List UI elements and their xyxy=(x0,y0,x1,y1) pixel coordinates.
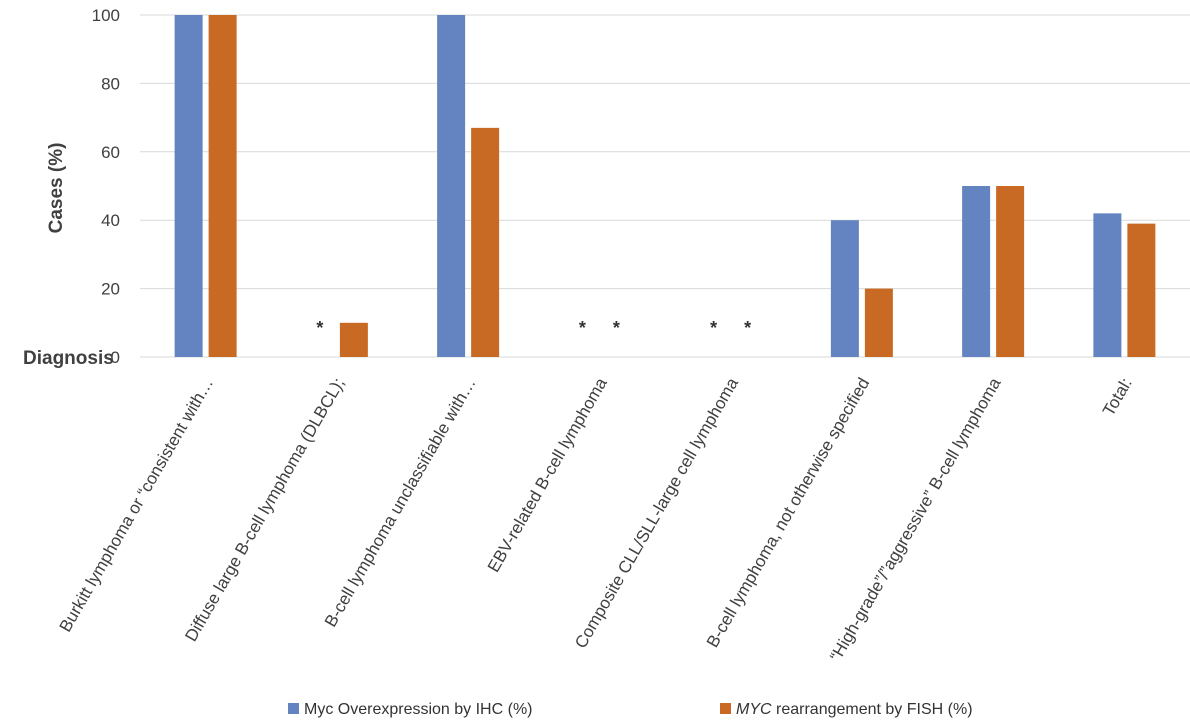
x-category-label: EBV-related B-cell lymphoma xyxy=(484,374,611,575)
bars xyxy=(174,15,1156,357)
legend-label-text: rearrangement by FISH (%) xyxy=(772,701,973,718)
bar-series-2-cat-1 xyxy=(208,15,237,357)
x-category-label: Composite CLL/SLL-large cell lymphoma xyxy=(571,374,742,652)
asterisk-note: * xyxy=(579,318,586,338)
x-category-label: B-cell lymphoma unclassifiable with… xyxy=(321,375,480,631)
bar-series-1-cat-1 xyxy=(174,15,203,357)
bar-series-2-cat-2 xyxy=(339,322,368,357)
y-tick-label: 20 xyxy=(101,280,120,299)
x-axis-label: Diagnosis xyxy=(23,348,114,369)
x-category-label: B-cell lymphoma, not otherwise specified xyxy=(703,375,873,651)
bar-series-2-cat-3 xyxy=(471,127,500,357)
y-axis-label: Cases (%) xyxy=(46,143,67,234)
annotations: * * * * * xyxy=(316,318,751,338)
y-tick-label: 60 xyxy=(101,143,120,162)
y-tick-label: 40 xyxy=(101,211,120,230)
legend-label-italic: MYC xyxy=(736,701,772,718)
asterisk-note: * xyxy=(744,318,751,338)
legend-label: MYC rearrangement by FISH (%) xyxy=(736,701,973,718)
x-category-label: Total: xyxy=(1099,375,1136,420)
x-category-label: Diffuse large B-cell lymphoma (DLBCL); xyxy=(181,375,348,645)
x-axis-tick-labels: Burkitt lymphoma or “consistent with…Dif… xyxy=(56,374,1136,665)
y-tick-label: 0 xyxy=(111,348,120,367)
legend-swatch xyxy=(288,703,299,714)
asterisk-note: * xyxy=(316,318,323,338)
y-tick-label: 100 xyxy=(92,6,120,25)
y-axis-ticks: 0 20 40 60 80 100 xyxy=(92,6,120,367)
gridlines xyxy=(140,14,1190,358)
bar-series-1-cat-6 xyxy=(830,220,859,357)
bar-series-1-cat-7 xyxy=(962,186,991,357)
legend-label-text: Myc Overexpression by IHC (%) xyxy=(304,701,533,718)
bar-series-1-cat-3 xyxy=(437,15,466,357)
legend-swatch xyxy=(720,703,731,714)
x-category-label: Burkitt lymphoma or “consistent with… xyxy=(56,375,217,636)
asterisk-note: * xyxy=(613,318,620,338)
bar-series-2-cat-8 xyxy=(1127,223,1156,357)
y-tick-label: 80 xyxy=(101,74,120,93)
asterisk-note: * xyxy=(710,318,717,338)
bar-series-2-cat-7 xyxy=(996,186,1025,357)
legend: Myc Overexpression by IHC (%) MYC rearran… xyxy=(288,701,973,718)
bar-series-1-cat-8 xyxy=(1093,213,1122,357)
bar-series-2-cat-6 xyxy=(864,288,893,357)
legend-label: Myc Overexpression by IHC (%) xyxy=(304,701,533,718)
